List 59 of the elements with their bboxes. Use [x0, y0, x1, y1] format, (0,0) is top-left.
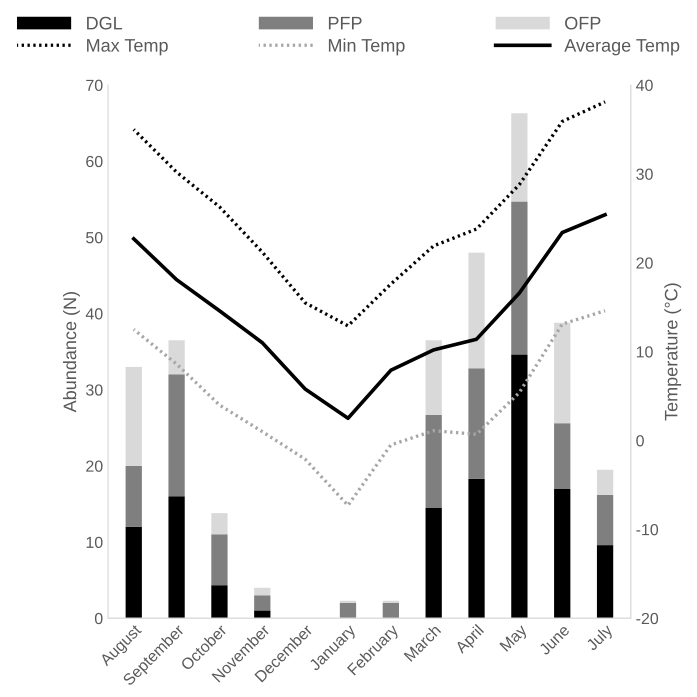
- bar: [596, 494, 614, 546]
- bar: [340, 603, 356, 618]
- bar: [426, 508, 442, 618]
- bar: [426, 414, 442, 508]
- bar: [468, 368, 485, 479]
- y-tick-label: 10: [86, 536, 103, 548]
- y-tick-label: 20: [86, 460, 103, 472]
- bar: [211, 585, 228, 618]
- bar: [126, 526, 142, 618]
- y2-tick-label: -10: [636, 524, 658, 536]
- y-tick-label: 50: [86, 232, 103, 244]
- bar: [596, 545, 614, 618]
- bar: [468, 478, 485, 618]
- bar: [168, 496, 185, 618]
- bar: [254, 610, 270, 618]
- x-tick-label: July: [585, 623, 616, 654]
- legend-label: OFP: [565, 16, 600, 30]
- y-tick-label: 40: [86, 308, 103, 320]
- bar: [211, 513, 228, 534]
- bar: [168, 374, 185, 496]
- y-tick-label: 70: [86, 80, 103, 91]
- x-tick-label: May: [499, 624, 530, 654]
- bar: [511, 113, 528, 202]
- y2-tick-label: 20: [636, 257, 653, 269]
- legend-label: DGL: [87, 16, 122, 30]
- bar: [126, 366, 142, 466]
- bar: [511, 202, 528, 355]
- bar: [340, 600, 356, 604]
- y-tick-label: 30: [86, 384, 103, 396]
- bar: [211, 534, 228, 586]
- line-series: [132, 100, 607, 328]
- bar: [254, 595, 270, 611]
- y2-axis-title: Temperature (°C): [664, 283, 682, 421]
- y-tick-label: 0: [94, 612, 103, 624]
- y2-tick-label: 0: [636, 435, 644, 446]
- bar: [254, 588, 270, 596]
- bar: [596, 470, 614, 495]
- line-series: [132, 212, 607, 420]
- line-series: [132, 309, 607, 508]
- bar: [126, 466, 142, 527]
- bar: [382, 600, 399, 604]
- y2-tick-label: 30: [636, 168, 653, 180]
- bar: [426, 340, 442, 415]
- legend-label: PFP: [328, 16, 362, 30]
- bar: [168, 340, 185, 374]
- y-tick-label: 60: [86, 156, 103, 168]
- bar: [554, 322, 570, 424]
- bar: [554, 423, 570, 489]
- legend-label: Max Temp: [87, 39, 168, 56]
- bar: [511, 354, 528, 618]
- bar: [468, 252, 485, 368]
- legend-label: Average Temp: [564, 39, 680, 56]
- bar: [554, 488, 570, 618]
- bar: [382, 603, 399, 618]
- y2-tick-label: 10: [636, 346, 653, 358]
- legend-label: Min Temp: [328, 38, 405, 56]
- y2-tick-label: -20: [636, 612, 658, 624]
- y2-tick-label: 40: [636, 80, 653, 91]
- y-axis-title: Abundance (N): [63, 292, 80, 412]
